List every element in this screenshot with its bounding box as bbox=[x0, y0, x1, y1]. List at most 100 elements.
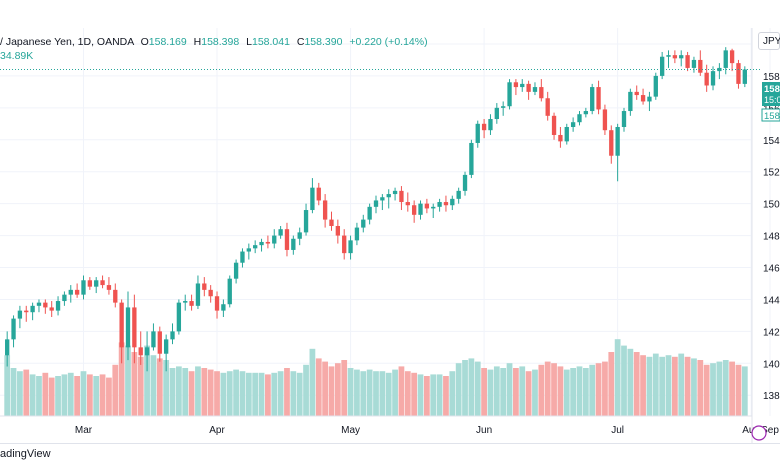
currency-button[interactable]: JPY bbox=[758, 32, 780, 50]
volume-bar bbox=[729, 361, 735, 416]
candle-body bbox=[621, 111, 627, 127]
volume-bar bbox=[741, 366, 748, 416]
volume-bar bbox=[341, 360, 348, 416]
time-axis[interactable]: Mar Apr May Jun Jul Aug Sep bbox=[75, 425, 779, 436]
low-value: 158.041 bbox=[251, 36, 290, 48]
candle-body bbox=[55, 301, 61, 311]
candle-body bbox=[87, 280, 93, 287]
candle-body bbox=[659, 56, 665, 76]
price-tick-label: 152 bbox=[763, 168, 780, 179]
volume-bar bbox=[118, 342, 125, 416]
volume-bar bbox=[659, 356, 666, 416]
candle-body bbox=[195, 283, 201, 306]
price-tick-label: 158 bbox=[763, 72, 780, 83]
candle-body bbox=[469, 142, 474, 175]
candle-body bbox=[81, 280, 86, 295]
ohlc-legend: / Japanese Yen, 1D, OANDA O158.169 H158.… bbox=[0, 36, 428, 48]
volume-bar bbox=[131, 352, 138, 416]
time-tick-label: May bbox=[341, 425, 360, 436]
candle-body bbox=[94, 280, 99, 287]
volume-bar bbox=[582, 368, 589, 416]
open-value: 158.169 bbox=[148, 36, 187, 48]
candle-body bbox=[551, 115, 557, 135]
volume-bar bbox=[315, 358, 322, 416]
candle-body bbox=[278, 229, 283, 236]
candle-body bbox=[43, 302, 48, 308]
close-label: C bbox=[296, 36, 305, 48]
candle-body bbox=[68, 289, 73, 295]
candle-body bbox=[596, 87, 601, 110]
candle-body bbox=[564, 126, 569, 142]
volume-bar bbox=[455, 363, 462, 416]
symbol-label[interactable]: / Japanese Yen, 1D, OANDA bbox=[0, 36, 134, 48]
volume-bar bbox=[284, 368, 290, 416]
candle-body bbox=[157, 331, 162, 354]
candle-body bbox=[125, 307, 131, 348]
grid bbox=[0, 28, 771, 416]
volume-bar bbox=[42, 372, 49, 416]
scale-toggle[interactable] bbox=[751, 425, 767, 441]
candle-body bbox=[138, 347, 143, 356]
volume-value: 34.89K bbox=[0, 50, 34, 62]
time-tick-label: Jul bbox=[611, 425, 624, 436]
time-tick-label: Mar bbox=[75, 425, 93, 436]
candle-body bbox=[144, 347, 150, 356]
volume-bar bbox=[188, 371, 195, 416]
volume-bar bbox=[125, 345, 131, 416]
volume-bar bbox=[474, 361, 481, 416]
candle-body bbox=[558, 134, 563, 142]
candle-body bbox=[151, 331, 156, 348]
candle-body bbox=[17, 310, 23, 319]
volume-bar bbox=[150, 355, 157, 416]
scale-toggle-icon[interactable] bbox=[751, 425, 767, 441]
volume-bar bbox=[640, 355, 646, 416]
price-tick-label: 154 bbox=[763, 136, 780, 147]
countdown-tag: 15:0 bbox=[764, 95, 780, 105]
volume-bar bbox=[538, 364, 545, 416]
volume-bar bbox=[404, 371, 411, 416]
candle-body bbox=[272, 235, 277, 244]
volume-bar bbox=[303, 364, 309, 416]
candle-body bbox=[615, 126, 620, 156]
volume-bar bbox=[481, 368, 487, 416]
candle-body bbox=[634, 91, 639, 96]
volume-bar bbox=[697, 360, 704, 416]
candle-body bbox=[113, 289, 118, 303]
candle-body bbox=[170, 331, 175, 340]
volume-bar bbox=[29, 374, 36, 416]
candle-body bbox=[679, 55, 684, 59]
candle-body bbox=[539, 87, 544, 99]
candle-body bbox=[513, 82, 519, 88]
time-tick-label: Apr bbox=[209, 425, 225, 436]
volume-bar bbox=[61, 374, 68, 416]
candle-body bbox=[507, 82, 512, 107]
volume-bar bbox=[112, 364, 119, 416]
candle-body bbox=[189, 301, 194, 306]
volume-bar bbox=[506, 363, 513, 416]
footer bbox=[0, 443, 780, 471]
volume-bar bbox=[55, 376, 61, 416]
candle-body bbox=[106, 285, 112, 290]
volume-bar bbox=[195, 366, 201, 416]
price-tick-label: 150 bbox=[763, 200, 780, 211]
price-tick-label: 148 bbox=[763, 232, 780, 243]
volume-bar bbox=[684, 356, 691, 416]
volume-bar bbox=[156, 358, 163, 416]
volume-bar bbox=[722, 360, 729, 416]
volume-bar bbox=[678, 353, 685, 416]
volume-bar bbox=[646, 356, 653, 416]
volume-bar bbox=[621, 345, 627, 416]
candle-body bbox=[691, 59, 697, 68]
volume-bar bbox=[4, 355, 11, 416]
candle-body bbox=[666, 55, 671, 57]
volume-bar bbox=[595, 363, 602, 416]
volume-bar bbox=[532, 369, 538, 416]
candle-body bbox=[640, 95, 646, 102]
volume-bar bbox=[360, 371, 367, 416]
bid-tag: 158 bbox=[764, 111, 780, 122]
volume-bar bbox=[411, 372, 418, 416]
time-tick-label: Sep bbox=[761, 425, 779, 436]
volume-bar bbox=[137, 356, 144, 416]
volume-bar bbox=[627, 348, 634, 416]
